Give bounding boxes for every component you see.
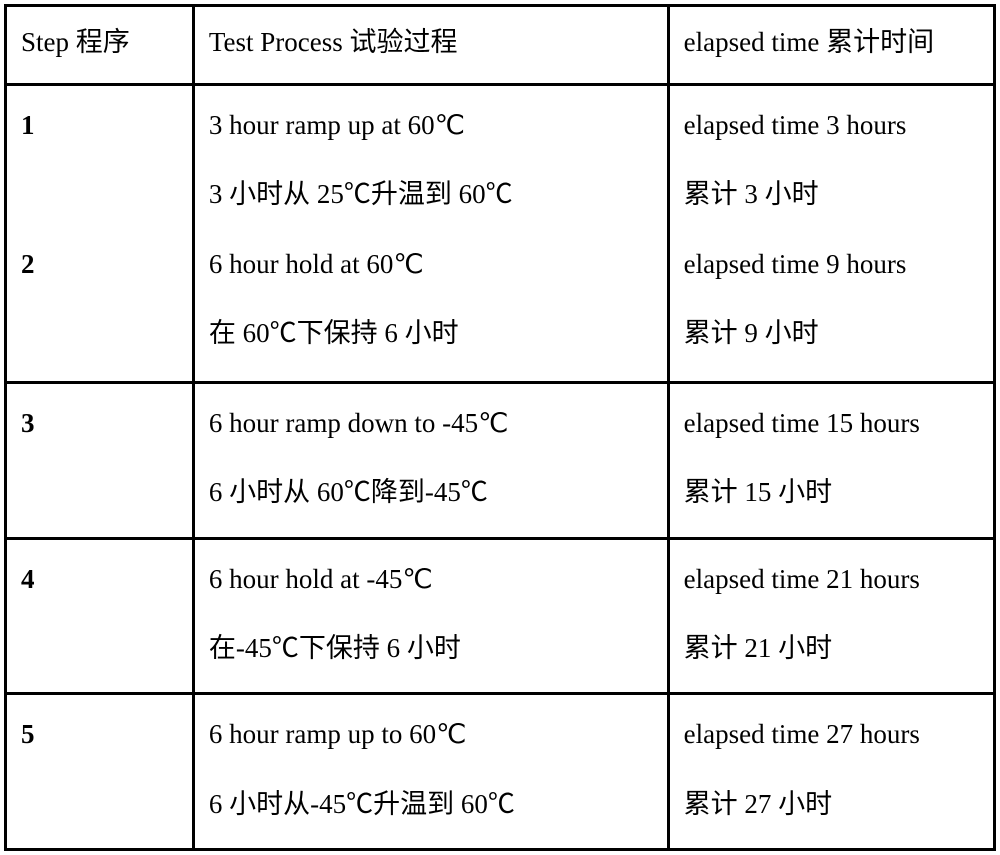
- header-process-en: Test Process: [209, 27, 343, 57]
- header-step: Step 程序: [6, 6, 194, 85]
- process-en: 3 hour ramp up at 60℃: [209, 100, 653, 151]
- cell-elapsed: elapsed time 21 hours 累计 21 小时: [668, 538, 994, 694]
- elapsed-cn: 累计 3 小时: [684, 169, 979, 220]
- process-cn: 在-45℃下保持 6 小时: [209, 623, 653, 674]
- process-en: 6 hour ramp down to -45℃: [209, 398, 653, 449]
- elapsed-cn: 累计 9 小时: [684, 308, 979, 359]
- header-process: Test Process 试验过程: [193, 6, 668, 85]
- cell-elapsed: elapsed time 27 hours 累计 27 小时: [668, 694, 994, 850]
- cell-step: 3: [6, 382, 194, 538]
- header-elapsed-cn: 累计时间: [826, 27, 934, 57]
- cell-process: 6 hour hold at -45℃ 在-45℃下保持 6 小时: [193, 538, 668, 694]
- header-elapsed-en: elapsed time: [684, 27, 820, 57]
- step-number: 3: [21, 398, 178, 449]
- test-process-table: Step 程序 Test Process 试验过程 elapsed time 累…: [4, 4, 996, 851]
- step-number: 4: [21, 554, 178, 605]
- test-process-table-container: Step 程序 Test Process 试验过程 elapsed time 累…: [0, 0, 1000, 855]
- table-row: 5 6 hour ramp up to 60℃ 6 小时从-45℃升温到 60℃…: [6, 694, 995, 850]
- cell-process: 6 hour ramp up to 60℃ 6 小时从-45℃升温到 60℃: [193, 694, 668, 850]
- elapsed-en: elapsed time 3 hours: [684, 100, 979, 151]
- step-number: 1: [21, 100, 178, 151]
- process-en: 6 hour ramp up to 60℃: [209, 709, 653, 760]
- table-row: 4 6 hour hold at -45℃ 在-45℃下保持 6 小时 elap…: [6, 538, 995, 694]
- step-number: 5: [21, 709, 178, 760]
- process-cn: 在 60℃下保持 6 小时: [209, 308, 653, 359]
- header-process-cn: 试验过程: [350, 27, 458, 57]
- elapsed-cn: 累计 15 小时: [684, 467, 979, 518]
- elapsed-cn: 累计 27 小时: [684, 779, 979, 830]
- cell-process: 6 hour ramp down to -45℃ 6 小时从 60℃降到-45℃: [193, 382, 668, 538]
- process-cn: 6 小时从-45℃升温到 60℃: [209, 779, 653, 830]
- table-header-row: Step 程序 Test Process 试验过程 elapsed time 累…: [6, 6, 995, 85]
- header-step-cn: 程序: [76, 27, 130, 57]
- cell-step: 5: [6, 694, 194, 850]
- process-cn: 6 小时从 60℃降到-45℃: [209, 467, 653, 518]
- step-number: 2: [21, 239, 178, 290]
- elapsed-cn: 累计 21 小时: [684, 623, 979, 674]
- elapsed-en: elapsed time 27 hours: [684, 709, 979, 760]
- table-row: 3 6 hour ramp down to -45℃ 6 小时从 60℃降到-4…: [6, 382, 995, 538]
- cell-step: 1 2: [6, 85, 194, 383]
- process-cn: 3 小时从 25℃升温到 60℃: [209, 169, 653, 220]
- header-elapsed: elapsed time 累计时间: [668, 6, 994, 85]
- table-row: 1 2 3 hour ramp up at 60℃ 3 小时从 25℃升温到 6…: [6, 85, 995, 383]
- header-step-en: Step: [21, 27, 69, 57]
- cell-elapsed: elapsed time 15 hours 累计 15 小时: [668, 382, 994, 538]
- elapsed-en: elapsed time 15 hours: [684, 398, 979, 449]
- cell-step: 4: [6, 538, 194, 694]
- elapsed-en: elapsed time 21 hours: [684, 554, 979, 605]
- cell-process: 3 hour ramp up at 60℃ 3 小时从 25℃升温到 60℃ 6…: [193, 85, 668, 383]
- cell-elapsed: elapsed time 3 hours 累计 3 小时 elapsed tim…: [668, 85, 994, 383]
- process-en: 6 hour hold at -45℃: [209, 554, 653, 605]
- process-en: 6 hour hold at 60℃: [209, 239, 653, 290]
- elapsed-en: elapsed time 9 hours: [684, 239, 979, 290]
